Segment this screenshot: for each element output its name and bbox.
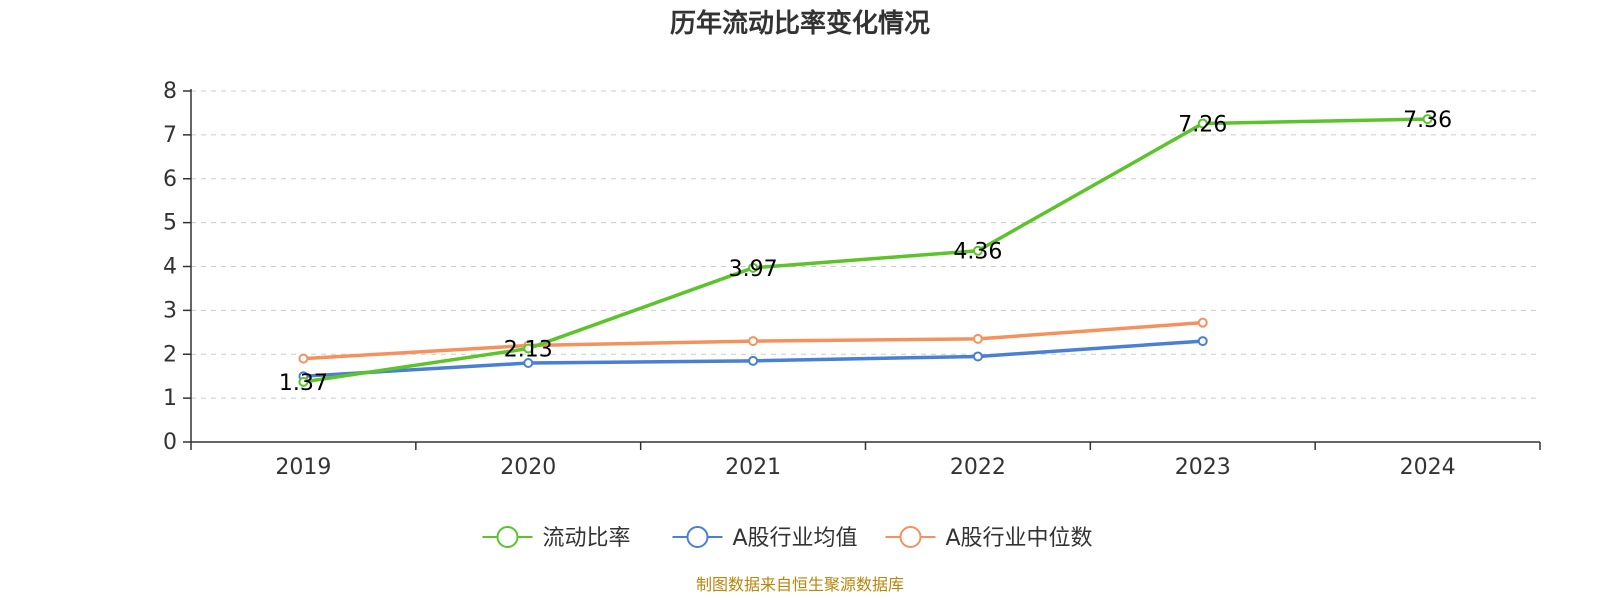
x-tick-label: 2019 bbox=[275, 455, 331, 480]
y-tick-label: 6 bbox=[163, 167, 177, 192]
x-tick-label: 2020 bbox=[500, 455, 556, 480]
data-point bbox=[972, 351, 983, 362]
y-tick-label: 5 bbox=[163, 211, 177, 236]
data-point bbox=[748, 355, 759, 366]
y-tick-label: 1 bbox=[163, 386, 177, 411]
data-point bbox=[523, 358, 534, 369]
data-label: 2.13 bbox=[504, 338, 553, 363]
legend[interactable]: 流动比率 A股行业均值 A股行业中位数 bbox=[482, 526, 1093, 551]
y-tick-label: 0 bbox=[163, 430, 177, 455]
y-tick-label: 2 bbox=[163, 342, 177, 367]
data-label: 4.36 bbox=[953, 240, 1002, 265]
data-point bbox=[1197, 317, 1208, 328]
y-tick-label: 4 bbox=[163, 255, 177, 280]
series-line bbox=[303, 117, 1428, 384]
data-label: 7.36 bbox=[1403, 108, 1452, 133]
legend-marker bbox=[496, 526, 519, 548]
data-point bbox=[972, 333, 983, 344]
legend-marker bbox=[686, 526, 709, 548]
legend-label: A股行业均值 bbox=[733, 526, 858, 551]
data-point bbox=[298, 376, 309, 387]
data-point bbox=[1422, 114, 1433, 125]
y-tick-label: 7 bbox=[163, 123, 177, 148]
y-tick-label: 8 bbox=[163, 79, 177, 104]
legend-marker bbox=[899, 526, 922, 548]
data-point bbox=[748, 262, 759, 273]
chart-title: 历年流动比率变化情况 bbox=[670, 8, 930, 39]
y-tick-label: 3 bbox=[163, 298, 177, 323]
x-tick-label: 2022 bbox=[950, 455, 1006, 480]
data-point bbox=[1197, 118, 1208, 129]
axes: 0 1 2 3 4 5 6 7 8 2019 2020 2021 2022 2023 2024 bbox=[163, 79, 1541, 480]
grid-lines bbox=[191, 90, 1540, 399]
source-note: 制图数据来自恒生聚源数据库 bbox=[696, 575, 904, 594]
legend-item[interactable]: A股行业中位数 bbox=[885, 526, 1093, 551]
x-tick-label: 2023 bbox=[1175, 455, 1231, 480]
data-label: 3.97 bbox=[729, 257, 778, 282]
data-point bbox=[523, 343, 534, 354]
x-tick-label: 2021 bbox=[725, 455, 781, 480]
legend-label: 流动比率 bbox=[543, 526, 631, 551]
data-point bbox=[972, 245, 983, 256]
series-group bbox=[298, 114, 1433, 387]
legend-label: A股行业中位数 bbox=[946, 526, 1093, 551]
data-point bbox=[748, 336, 759, 347]
data-label: 7.26 bbox=[1178, 112, 1227, 137]
legend-item[interactable]: 流动比率 bbox=[482, 526, 631, 551]
data-point bbox=[298, 353, 309, 364]
legend-item[interactable]: A股行业均值 bbox=[672, 526, 858, 551]
x-tick-label: 2024 bbox=[1400, 455, 1456, 480]
data-label: 1.37 bbox=[279, 371, 328, 396]
data-labels: 1.37 2.13 3.97 4.36 7.26 7.36 bbox=[279, 108, 1452, 396]
data-point bbox=[1197, 336, 1208, 347]
